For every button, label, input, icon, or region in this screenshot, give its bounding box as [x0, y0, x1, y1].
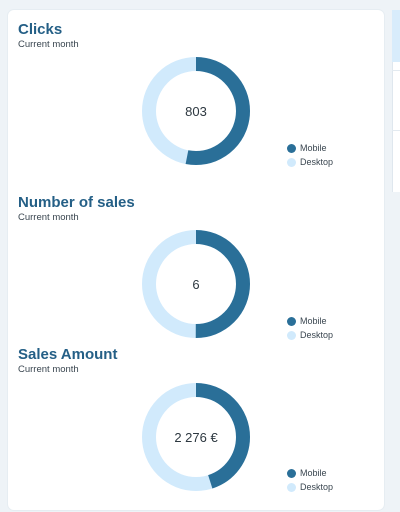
side-panel-divider: [392, 130, 400, 131]
donut-center-value: 2 276 €: [174, 429, 218, 445]
donut-center-value: 6: [192, 276, 200, 292]
donut-mobile-arc[interactable]: [142, 230, 250, 338]
legend-label: Mobile: [300, 143, 327, 153]
legend-item-mobile[interactable]: Mobile: [287, 314, 367, 328]
widget-title: Number of sales: [18, 194, 135, 211]
legend-item-desktop[interactable]: Desktop: [287, 155, 367, 169]
widget-title: Sales Amount: [18, 346, 118, 363]
legend-label: Mobile: [300, 468, 327, 478]
desktop-color-dot: [287, 157, 296, 167]
mobile-color-dot: [287, 316, 296, 326]
mobile-color-dot: [287, 468, 296, 478]
widget-subtitle: Current month: [18, 212, 79, 223]
side-panel-active-tab[interactable]: [392, 10, 400, 62]
legend-label: Desktop: [300, 330, 334, 340]
chart-legend: Mobile Desktop: [287, 314, 367, 342]
legend-item-mobile[interactable]: Mobile: [287, 141, 367, 155]
donut-mobile-arc[interactable]: [142, 383, 250, 491]
chart-legend: Mobile Desktop: [287, 466, 367, 494]
desktop-color-dot: [287, 330, 296, 340]
legend-label: Desktop: [300, 157, 334, 167]
legend-item-desktop[interactable]: Desktop: [287, 328, 367, 342]
sales-amount-donut-chart[interactable]: 2 276 €: [140, 381, 252, 493]
widget-title: Clicks: [18, 21, 63, 38]
legend-label: Mobile: [300, 316, 327, 326]
donut-mobile-arc[interactable]: [142, 57, 250, 165]
desktop-color-dot: [287, 482, 296, 492]
chart-legend: Mobile Desktop: [287, 141, 367, 169]
mobile-color-dot: [287, 143, 296, 153]
donut-center-value: 803: [185, 103, 207, 119]
legend-item-mobile[interactable]: Mobile: [287, 466, 367, 480]
clicks-donut-chart[interactable]: 803: [140, 55, 252, 167]
legend-label: Desktop: [300, 482, 334, 492]
stats-card: Clicks Current month 803 Mobile Desktop …: [8, 10, 384, 510]
sales-count-donut-chart[interactable]: 6: [140, 228, 252, 340]
widget-subtitle: Current month: [18, 364, 79, 375]
side-panel-edge: [392, 10, 400, 192]
side-panel-divider: [392, 70, 400, 71]
widget-subtitle: Current month: [18, 39, 79, 50]
legend-item-desktop[interactable]: Desktop: [287, 480, 367, 494]
